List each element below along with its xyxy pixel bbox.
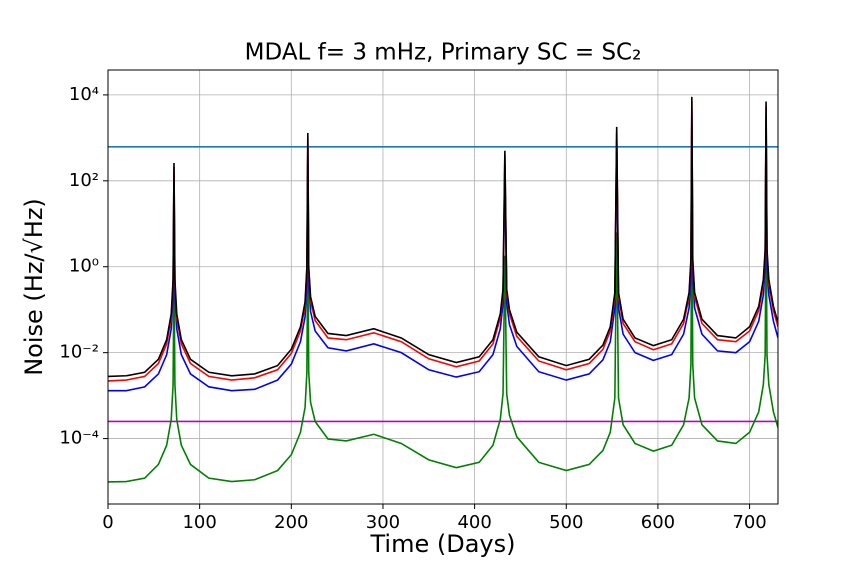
x-tick-label: 700 — [732, 512, 766, 533]
x-tick-label: 500 — [549, 512, 583, 533]
y-tick-label: 10⁻⁴ — [59, 428, 99, 449]
y-axis-label: Noise (Hz/√Hz) — [20, 198, 48, 376]
series-line — [108, 202, 778, 483]
x-tick-label: 600 — [641, 512, 675, 533]
x-tick-label: 400 — [457, 512, 491, 533]
series-line — [108, 111, 778, 392]
x-axis-label: Time (Days) — [370, 530, 516, 558]
y-tick-label: 10⁴ — [69, 84, 99, 105]
y-tick-label: 10⁰ — [69, 256, 99, 277]
plot-frame — [107, 69, 779, 505]
y-tick-label: 10² — [69, 170, 99, 191]
x-tick-label: 300 — [366, 512, 400, 533]
x-tick-label: 200 — [274, 512, 308, 533]
series-line — [108, 96, 778, 378]
chart-title: MDAL f= 3 mHz, Primary SC = SC₂ — [245, 40, 642, 66]
x-tick-label: 0 — [102, 512, 113, 533]
x-tick-label: 100 — [182, 512, 216, 533]
y-tick-label: 10⁻² — [59, 342, 99, 363]
series-line — [108, 101, 778, 382]
